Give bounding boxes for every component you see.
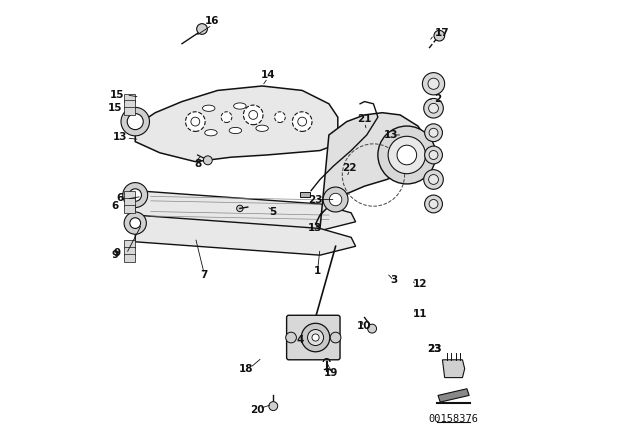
Circle shape xyxy=(367,324,376,333)
Text: 4: 4 xyxy=(296,335,303,345)
Text: 2: 2 xyxy=(435,95,442,104)
Circle shape xyxy=(330,193,342,206)
Polygon shape xyxy=(316,113,427,228)
Circle shape xyxy=(191,117,200,126)
Circle shape xyxy=(388,136,426,174)
Circle shape xyxy=(249,111,258,119)
Circle shape xyxy=(127,114,143,129)
Ellipse shape xyxy=(202,105,215,112)
Text: 21: 21 xyxy=(357,114,372,125)
FancyBboxPatch shape xyxy=(124,198,135,206)
Text: 20: 20 xyxy=(250,405,265,415)
Circle shape xyxy=(308,330,324,345)
FancyBboxPatch shape xyxy=(287,315,340,360)
Text: 7: 7 xyxy=(200,270,208,280)
Circle shape xyxy=(269,402,278,410)
FancyBboxPatch shape xyxy=(124,205,135,213)
Polygon shape xyxy=(442,360,465,378)
Circle shape xyxy=(237,205,243,211)
Circle shape xyxy=(221,112,232,122)
Text: 13: 13 xyxy=(308,224,323,233)
FancyBboxPatch shape xyxy=(124,107,135,115)
Circle shape xyxy=(424,170,444,189)
Circle shape xyxy=(422,73,445,95)
Circle shape xyxy=(292,112,312,131)
Text: 00158376: 00158376 xyxy=(429,414,479,424)
Text: 13: 13 xyxy=(384,130,399,140)
Circle shape xyxy=(429,103,438,113)
Circle shape xyxy=(424,99,444,118)
Polygon shape xyxy=(135,86,338,162)
Text: 3: 3 xyxy=(390,275,397,284)
Ellipse shape xyxy=(256,125,268,131)
FancyBboxPatch shape xyxy=(124,241,135,249)
Circle shape xyxy=(424,124,442,142)
Text: 15: 15 xyxy=(108,103,122,113)
Circle shape xyxy=(429,175,438,185)
Polygon shape xyxy=(135,215,356,255)
Text: 12: 12 xyxy=(413,279,428,289)
Circle shape xyxy=(285,332,296,343)
Circle shape xyxy=(130,218,141,228)
Text: 18: 18 xyxy=(239,364,254,374)
Polygon shape xyxy=(135,190,356,231)
Text: 9: 9 xyxy=(111,250,119,260)
Text: 17: 17 xyxy=(435,28,450,38)
Text: 6: 6 xyxy=(116,193,124,203)
Circle shape xyxy=(298,117,307,126)
Circle shape xyxy=(378,126,436,184)
Text: 1: 1 xyxy=(314,266,321,276)
Circle shape xyxy=(424,146,442,164)
Circle shape xyxy=(123,183,148,207)
Circle shape xyxy=(312,334,319,341)
Circle shape xyxy=(429,199,438,208)
Ellipse shape xyxy=(205,129,217,136)
Text: 19: 19 xyxy=(324,368,339,378)
Ellipse shape xyxy=(229,127,242,134)
FancyBboxPatch shape xyxy=(124,94,135,102)
Text: 22: 22 xyxy=(342,164,357,173)
Text: 5: 5 xyxy=(269,207,277,216)
Circle shape xyxy=(397,145,417,165)
Text: 9: 9 xyxy=(114,248,121,258)
Circle shape xyxy=(243,105,263,125)
Circle shape xyxy=(424,195,442,213)
Circle shape xyxy=(196,24,207,34)
Ellipse shape xyxy=(234,103,246,109)
Circle shape xyxy=(124,212,147,234)
Text: 23: 23 xyxy=(308,194,323,205)
Text: 10: 10 xyxy=(356,321,371,332)
Text: 8: 8 xyxy=(195,159,202,169)
Circle shape xyxy=(275,112,285,122)
Text: 15: 15 xyxy=(110,90,125,100)
FancyBboxPatch shape xyxy=(124,100,135,108)
Circle shape xyxy=(429,151,438,159)
Circle shape xyxy=(330,332,341,343)
Text: 11: 11 xyxy=(413,309,428,319)
Text: 13: 13 xyxy=(113,132,127,142)
FancyBboxPatch shape xyxy=(124,247,135,255)
Circle shape xyxy=(204,156,212,165)
Text: 6: 6 xyxy=(111,201,119,211)
FancyBboxPatch shape xyxy=(124,191,135,199)
Circle shape xyxy=(323,187,348,212)
Circle shape xyxy=(434,30,445,41)
Text: 23: 23 xyxy=(427,344,442,353)
Circle shape xyxy=(129,189,141,201)
Circle shape xyxy=(429,128,438,137)
Text: 23: 23 xyxy=(427,344,442,353)
Circle shape xyxy=(121,108,150,136)
Circle shape xyxy=(428,78,439,89)
Polygon shape xyxy=(438,389,469,402)
Circle shape xyxy=(186,112,205,131)
Text: 14: 14 xyxy=(260,70,275,80)
FancyBboxPatch shape xyxy=(300,192,310,197)
FancyBboxPatch shape xyxy=(124,254,135,262)
Text: 16: 16 xyxy=(205,17,220,26)
Circle shape xyxy=(301,323,330,352)
